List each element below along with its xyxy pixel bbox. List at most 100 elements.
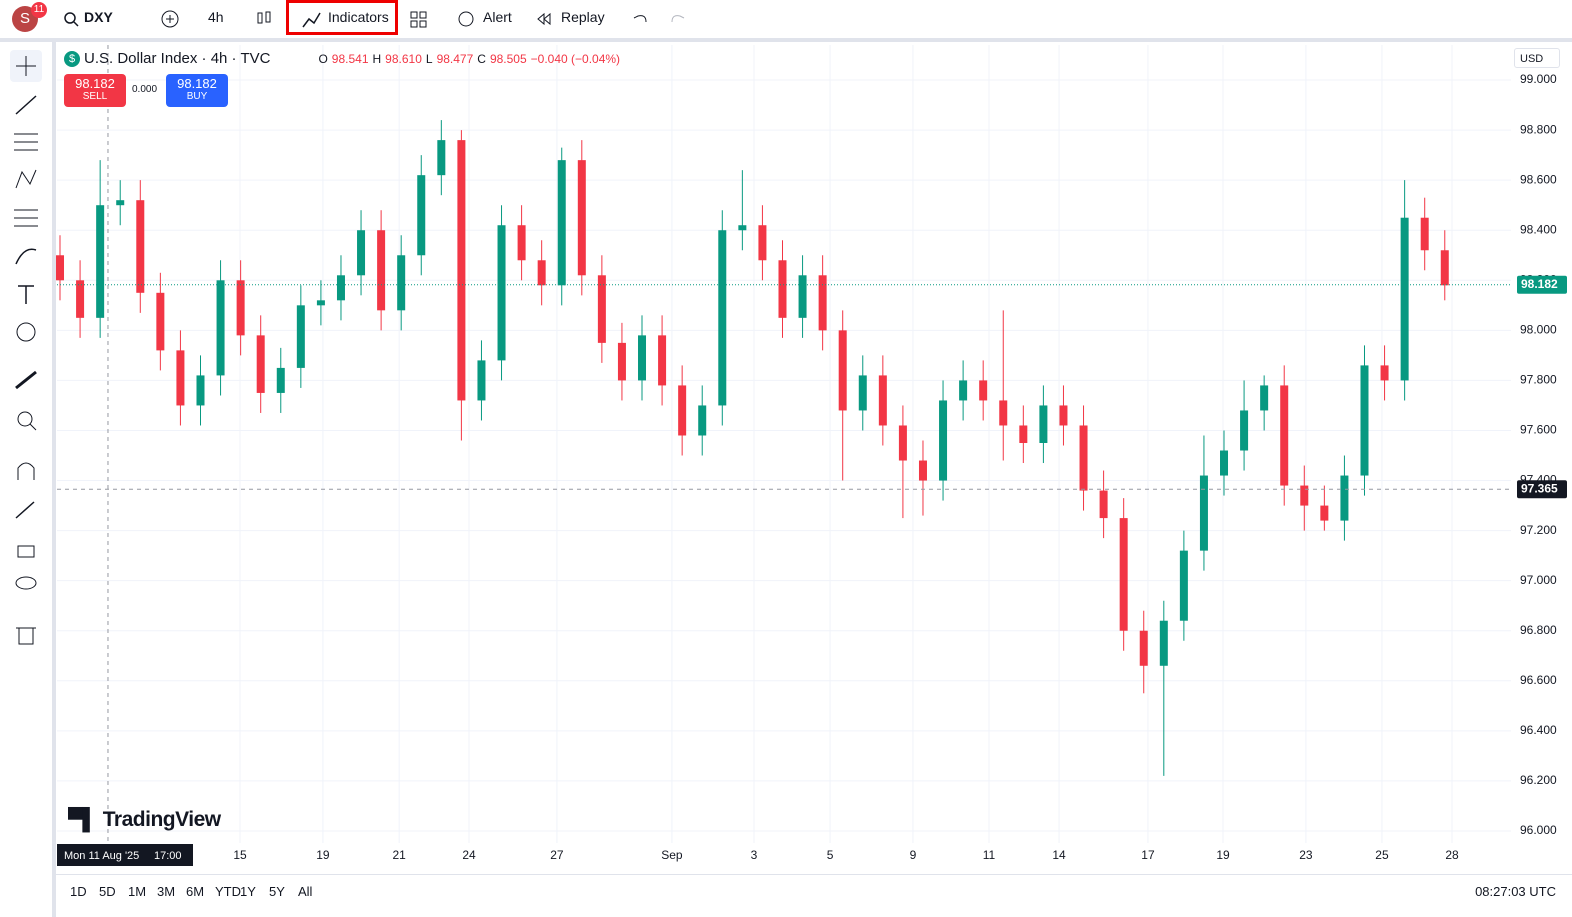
y-tick-label: 98.600 [1520,172,1557,186]
x-tick-label: 5 [827,848,834,862]
candle-body [1220,450,1229,476]
bottom-toolbar: 1D 5D 1M 3M 6M YTD 1Y 5Y All 08:27:03 UTC [56,874,1572,913]
candle-body [1039,405,1048,443]
y-tick-label: 96.200 [1520,773,1557,787]
candle-body [1119,518,1128,631]
range-button[interactable]: 1D [70,884,87,899]
y-tick-label: 96.000 [1520,823,1557,837]
candle-body [76,280,85,318]
candle-body [1179,550,1188,621]
candle-body [437,140,446,176]
interval[interactable]: 4h [208,9,224,25]
candle-body [1320,505,1329,521]
x-tick-label: 17 [1141,848,1155,862]
candle-body [1340,475,1349,521]
candle-body [377,230,386,311]
candle-body [176,350,185,406]
currency[interactable]: USD [1514,48,1560,68]
indicators-button[interactable]: Indicators [328,9,389,25]
range-button[interactable]: 5D [99,884,116,899]
candle-body [56,255,65,281]
h-label: H [372,51,382,66]
change: −0.040 (−0.04%) [530,51,621,66]
toolbar-icons [64,10,685,28]
x-tick-label: 21 [392,848,406,862]
range-button[interactable]: YTD [215,884,241,899]
candle-body [477,360,486,401]
symbol[interactable]: DXY [84,9,113,25]
y-tick-label: 96.600 [1520,673,1557,687]
last-price-label: 98.182 [1521,277,1558,291]
y-tick-label: 98.000 [1520,323,1557,337]
x-tick-label: 25 [1375,848,1389,862]
candle-body [156,292,165,351]
sell-price: 98.182 [75,76,115,91]
x-tick-label: Sep [661,848,683,862]
candle-body [1059,405,1068,426]
candle-body [979,380,988,401]
y-tick-label: 97.200 [1520,523,1557,537]
x-tick-label: 27 [550,848,564,862]
candle-body [939,400,948,481]
candle-body [1019,425,1028,443]
range-button[interactable]: 3M [157,884,176,899]
candle-body [1280,385,1289,486]
candle-body [457,140,466,401]
spread: 0.000 [132,84,158,95]
buy-button[interactable]: 98.182 BUY [166,74,228,107]
candle-body [838,330,847,411]
candle-body [256,335,265,393]
highlight-box [286,0,398,35]
o-label: O [318,51,328,66]
candle-body [858,375,867,411]
y-tick-label: 99.000 [1520,72,1557,86]
candle-body [878,375,887,426]
h-value: 98.610 [385,51,422,66]
candle-body [999,400,1008,426]
range-button[interactable]: 1Y [240,884,256,899]
drawing-tools [10,50,42,645]
y-tick-label: 96.800 [1520,623,1557,637]
candle-body [336,275,345,301]
candle-body [517,225,526,261]
top-toolbar: S 11 DXY 4h Indicators Alert Replay [0,0,1572,42]
candle-body [678,385,687,436]
candle-body [959,380,968,401]
candle-body [196,375,205,406]
price-axis [1511,44,1572,871]
c-value: 98.505 [489,51,527,66]
x-tick-label: 14 [1052,848,1066,862]
candle-body [918,460,927,481]
buy-price: 98.182 [177,76,217,91]
candle-body [898,425,907,461]
range-button[interactable]: 6M [186,884,205,899]
candle-body [1199,475,1208,551]
candle-body [1400,217,1409,381]
range-button[interactable]: 1M [128,884,147,899]
range-button[interactable]: All [298,884,313,899]
legend: $ U.S. Dollar Index · 4h · TVC O 98.541 H… [64,50,620,67]
watermark: ▀▌ TradingView [68,808,221,831]
crosshair-x-tag [57,844,193,866]
candle-body [577,160,586,276]
candle-body [1079,425,1088,491]
replay-button[interactable]: Replay [561,9,605,25]
x-tick-label: 19 [1216,848,1230,862]
candle-body [597,275,606,343]
x-tick-label: 28 [1445,848,1459,862]
candle-body [316,300,325,306]
c-label: C [477,51,486,66]
candle-body [1099,490,1108,519]
candle-body [1380,365,1389,381]
range-button[interactable]: 5Y [269,884,285,899]
watermark-text: TradingView [102,808,221,831]
last-price-tag [1517,275,1567,294]
candle-body [798,275,807,318]
alert-button[interactable]: Alert [483,9,512,25]
candle-body [1360,365,1369,476]
sell-label: SELL [82,91,108,102]
sell-button[interactable]: 98.182 SELL [64,74,126,107]
candle-body [738,225,747,231]
candle-body [1440,250,1449,286]
